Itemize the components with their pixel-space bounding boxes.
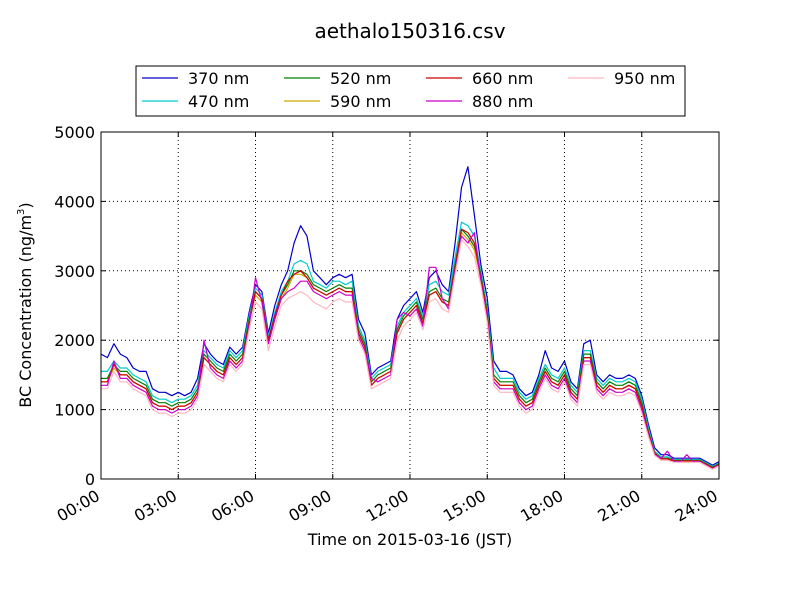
y-axis-label-main: BC Concentration (ng/m: [16, 215, 35, 408]
legend-label-1: 470 nm: [188, 92, 249, 111]
x-tick-label: 15:00: [440, 486, 489, 526]
x-axis-label: Time on 2015-03-16 (JST): [307, 530, 512, 549]
legend-label-4: 660 nm: [472, 69, 533, 88]
grid: [101, 132, 719, 479]
legend-label-0: 370 nm: [188, 69, 249, 88]
x-tick-label: 09:00: [285, 486, 334, 526]
x-tick-label: 00:00: [54, 486, 103, 526]
y-tick-label: 3000: [54, 262, 95, 281]
y-tick-label: 0: [85, 470, 95, 489]
x-tick-label: 03:00: [131, 486, 180, 526]
x-tick-label: 18:00: [517, 486, 566, 526]
x-tick-label: 24:00: [672, 486, 721, 526]
legend-label-6: 950 nm: [614, 69, 675, 88]
legend-label-5: 880 nm: [472, 92, 533, 111]
series-line-1: [101, 221, 720, 468]
y-axis-label: BC Concentration (ng/m3): [16, 202, 35, 407]
legend-label-3: 590 nm: [330, 92, 391, 111]
y-tick-label: 1000: [54, 401, 95, 420]
ticks: 00:00 03:00 06:00 09:00 12:00 15:00 18:00 21:00…: [54, 123, 721, 526]
series-line-6: [101, 239, 720, 470]
series-line-5: [101, 232, 720, 470]
y-axis-label-close: ): [16, 202, 35, 208]
legend-box: [135, 65, 686, 117]
series-group: [100, 166, 720, 470]
series-line-4: [101, 228, 720, 469]
legend-label-2: 520 nm: [330, 69, 391, 88]
y-tick-label: 2000: [54, 331, 95, 350]
series-line-2: [101, 228, 720, 468]
y-axis-label-sup: 3: [16, 209, 27, 215]
y-tick-label: 4000: [54, 192, 95, 211]
x-tick-label: 06:00: [208, 486, 257, 526]
x-tick-label: 21:00: [594, 486, 643, 526]
y-tick-label: 5000: [54, 123, 95, 142]
legend: 370 nm 470 nm 520 nm 590 nm 660 nm 880 nm 950 …: [135, 65, 686, 117]
x-tick-label: 12:00: [363, 486, 412, 526]
chart-title: aethalo150316.csv: [314, 19, 505, 43]
